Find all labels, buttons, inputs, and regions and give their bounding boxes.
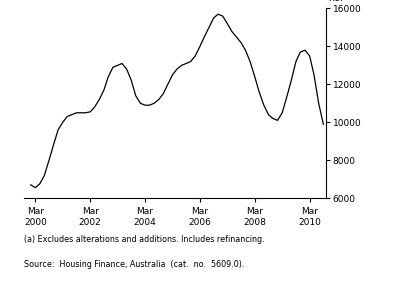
Text: (a) Excludes alterations and additions. Includes refinancing.: (a) Excludes alterations and additions. … (24, 235, 264, 244)
Text: Source:  Housing Finance, Australia  (cat.  no.  5609.0).: Source: Housing Finance, Australia (cat.… (24, 260, 244, 269)
Text: no.: no. (328, 0, 343, 3)
